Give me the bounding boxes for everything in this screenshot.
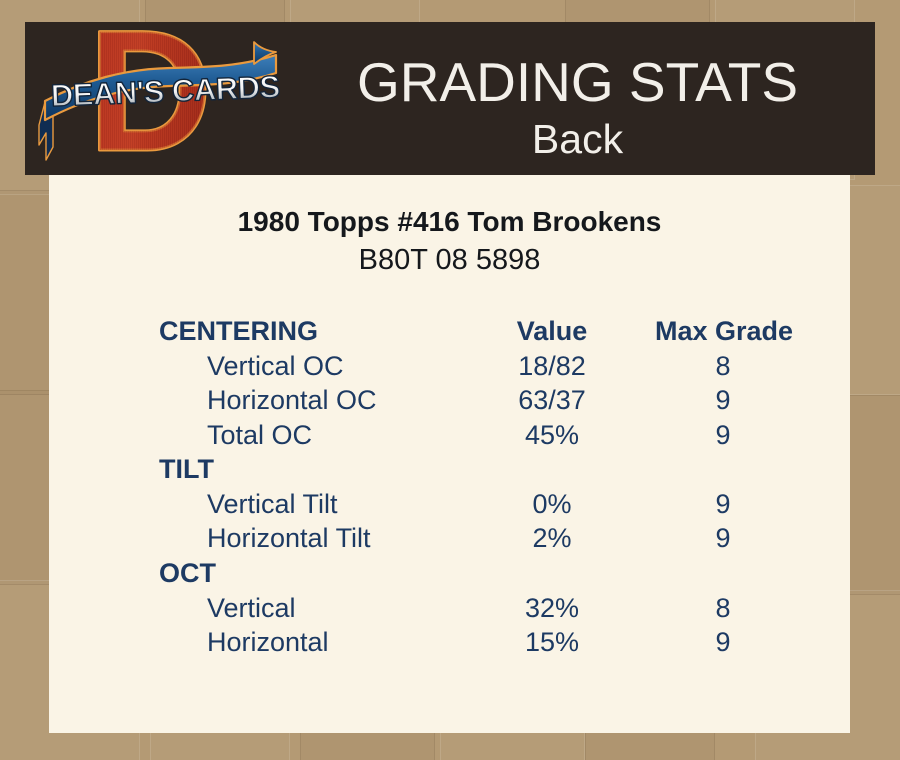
svg-text:DEAN'S CARDS: DEAN'S CARDS: [50, 69, 280, 113]
